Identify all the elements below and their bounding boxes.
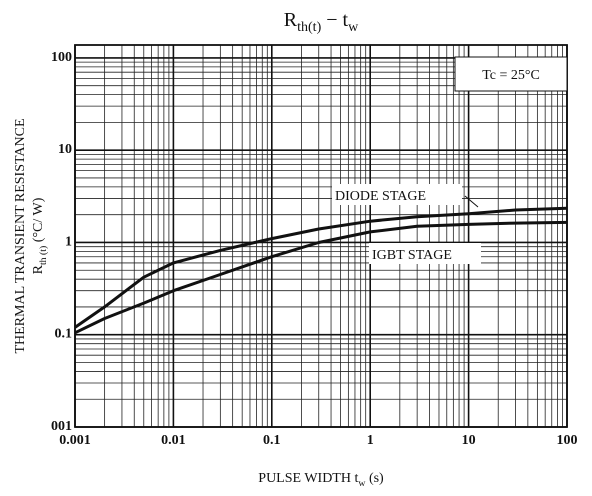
label-part: (°C/ W) — [31, 197, 46, 245]
label-part: w — [358, 478, 366, 489]
x-axis-label: PULSE WIDTH tw (s) — [258, 471, 384, 489]
plot-frame — [74, 44, 568, 428]
y-tick-label: 100 — [51, 50, 72, 65]
data-line — [74, 220, 568, 335]
data-line — [74, 206, 568, 329]
title-part: th(t) — [297, 20, 321, 35]
annotation: Tc = 25°C — [482, 68, 540, 83]
x-tick-label: 100 — [557, 433, 578, 448]
label-part: (s) — [365, 471, 384, 486]
annotation-box — [454, 56, 568, 92]
label-background — [369, 243, 481, 264]
title-part: R — [284, 9, 298, 31]
label-part: PULSE WIDTH t — [258, 471, 358, 486]
chart-title: Rth(t) − tw — [284, 9, 359, 35]
x-tick-label: 10 — [462, 433, 476, 448]
series-label: DIODE STAGE — [335, 189, 426, 204]
y-tick-label: 001 — [51, 419, 72, 434]
y-axis-label: THERMAL TRANSIENT RESISTANCE — [13, 118, 28, 353]
label-background — [332, 184, 462, 205]
leader-line — [464, 195, 479, 208]
y-tick-label: 10 — [58, 142, 72, 157]
title-part: w — [348, 20, 359, 35]
series-label: IGBT STAGE — [372, 248, 452, 263]
y-tick-label: 0.1 — [55, 327, 73, 342]
x-tick-label: 0.1 — [263, 433, 281, 448]
title-part: − t — [321, 9, 348, 31]
y-tick-label: 1 — [65, 234, 72, 249]
x-tick-label: 1 — [367, 433, 374, 448]
label-part: R — [31, 264, 46, 274]
y-axis-label: Rth (t) (°C/ W) — [31, 197, 49, 274]
label-part: th (t) — [38, 246, 49, 265]
x-tick-label: 0.01 — [161, 433, 186, 448]
x-tick-label: 0.001 — [59, 433, 91, 448]
